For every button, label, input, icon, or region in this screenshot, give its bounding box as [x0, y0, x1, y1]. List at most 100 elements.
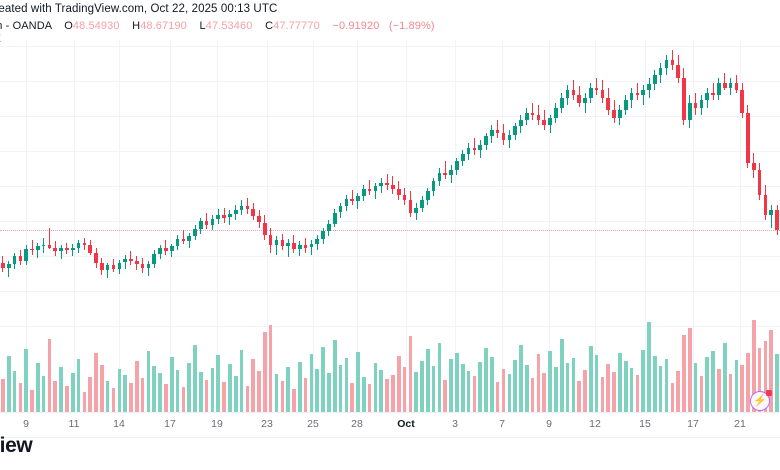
- volume-bar: [12, 371, 17, 412]
- volume-bar: [519, 344, 523, 412]
- candle-body: [746, 112, 750, 163]
- gridline-vertical: [119, 40, 120, 412]
- volume-bar: [88, 377, 93, 412]
- candle-body: [59, 247, 63, 252]
- volume-bar: [554, 367, 558, 412]
- volume-bar: [571, 357, 576, 412]
- gridline-horizontal: [0, 186, 780, 188]
- candle-body: [344, 198, 349, 207]
- candle-body: [152, 253, 157, 264]
- candle-body: [379, 182, 384, 187]
- candle-wick: [497, 120, 499, 138]
- candle-wick: [770, 205, 772, 228]
- candle-body: [524, 112, 529, 120]
- candle-body: [391, 185, 395, 189]
- volume-bar: [623, 360, 628, 412]
- candle-body: [47, 245, 52, 248]
- volume-bar: [385, 379, 389, 412]
- volume-bar: [105, 381, 110, 412]
- volume-bar: [618, 352, 622, 412]
- candle-body: [88, 245, 93, 253]
- candle-body: [460, 153, 465, 162]
- candle-body: [18, 256, 23, 262]
- candle-wick: [351, 190, 353, 205]
- candle-wick: [130, 251, 132, 265]
- volume-bar: [239, 349, 244, 412]
- volume-bar: [245, 385, 250, 412]
- volume-bar: [210, 368, 215, 412]
- volume-bar: [501, 369, 506, 412]
- volume-bar: [589, 345, 593, 412]
- candle-body: [228, 213, 232, 218]
- volume-bar: [41, 376, 46, 412]
- candle-body: [146, 263, 151, 268]
- volume-bar: [600, 377, 605, 412]
- volume-bar: [47, 338, 52, 412]
- volume-bar: [303, 378, 308, 412]
- candle-body: [12, 256, 17, 264]
- candle-body: [466, 147, 471, 154]
- gridline-vertical: [313, 40, 314, 412]
- volume-bar: [647, 322, 651, 412]
- volume-bar: [70, 373, 75, 412]
- candle-body: [728, 82, 733, 88]
- volume-bar: [687, 328, 692, 412]
- candle-body: [658, 67, 663, 75]
- volume-bar: [437, 342, 442, 412]
- volume-bar: [332, 339, 337, 412]
- candle-body: [495, 130, 500, 133]
- candle-body: [210, 218, 215, 225]
- chart-legend: ar - 4h - OANDA O48.54930 H48.67190 L47.…: [0, 20, 435, 32]
- candle-wick: [532, 102, 534, 120]
- candle-body: [530, 112, 535, 115]
- candle-body: [140, 263, 145, 268]
- lightning-bolt-icon: ⚡: [753, 394, 767, 407]
- volume-bar: [728, 374, 733, 412]
- candle-body: [554, 107, 558, 118]
- candle-wick: [8, 261, 10, 278]
- volume-bar: [315, 369, 320, 412]
- time-axis-tick: 9: [546, 418, 552, 430]
- volume-bar: [705, 356, 710, 412]
- volume-bar: [280, 381, 285, 412]
- candle-body: [65, 247, 69, 250]
- volume-bar: [94, 352, 98, 412]
- candle-wick: [392, 176, 394, 194]
- legend-low-value: 47.53460: [205, 20, 253, 32]
- price-pane[interactable]: [0, 40, 780, 412]
- candle-body: [105, 265, 110, 270]
- candle-body: [594, 87, 599, 90]
- volume-bar: [292, 388, 296, 412]
- volume-bar: [670, 383, 675, 412]
- volume-bar: [426, 348, 430, 412]
- volume-bar: [466, 371, 471, 412]
- volume-bar: [228, 364, 232, 412]
- candle-body: [53, 247, 58, 252]
- gridline-vertical: [267, 40, 268, 412]
- candle-wick: [147, 261, 149, 277]
- candle-wick: [473, 137, 475, 155]
- volume-bar: [524, 365, 529, 412]
- time-axis[interactable]: 9 11 14 17 19 23 25 28 Oct 3 7 9 12 15 17 21: [0, 412, 780, 438]
- performance-badge[interactable]: ⚡: [750, 390, 772, 413]
- candle-body: [327, 223, 331, 232]
- volume-bar: [565, 363, 570, 412]
- time-axis-tick: 25: [307, 418, 319, 430]
- candle-body: [251, 208, 255, 217]
- candle-body: [775, 210, 779, 230]
- gridline-horizontal: [0, 46, 780, 48]
- candle-body: [332, 212, 337, 224]
- candle-body: [193, 228, 197, 237]
- volume-bar: [263, 332, 267, 412]
- volume-bar: [181, 386, 186, 412]
- volume-bar: [414, 372, 418, 412]
- time-axis-tick: 9: [23, 418, 29, 430]
- volume-bar: [321, 346, 325, 412]
- volume-bar: [542, 373, 547, 412]
- candle-wick: [31, 240, 33, 255]
- candle-body: [449, 170, 453, 175]
- volume-bar: [123, 375, 127, 412]
- candle-body: [350, 198, 354, 202]
- volume-bar: [111, 387, 116, 412]
